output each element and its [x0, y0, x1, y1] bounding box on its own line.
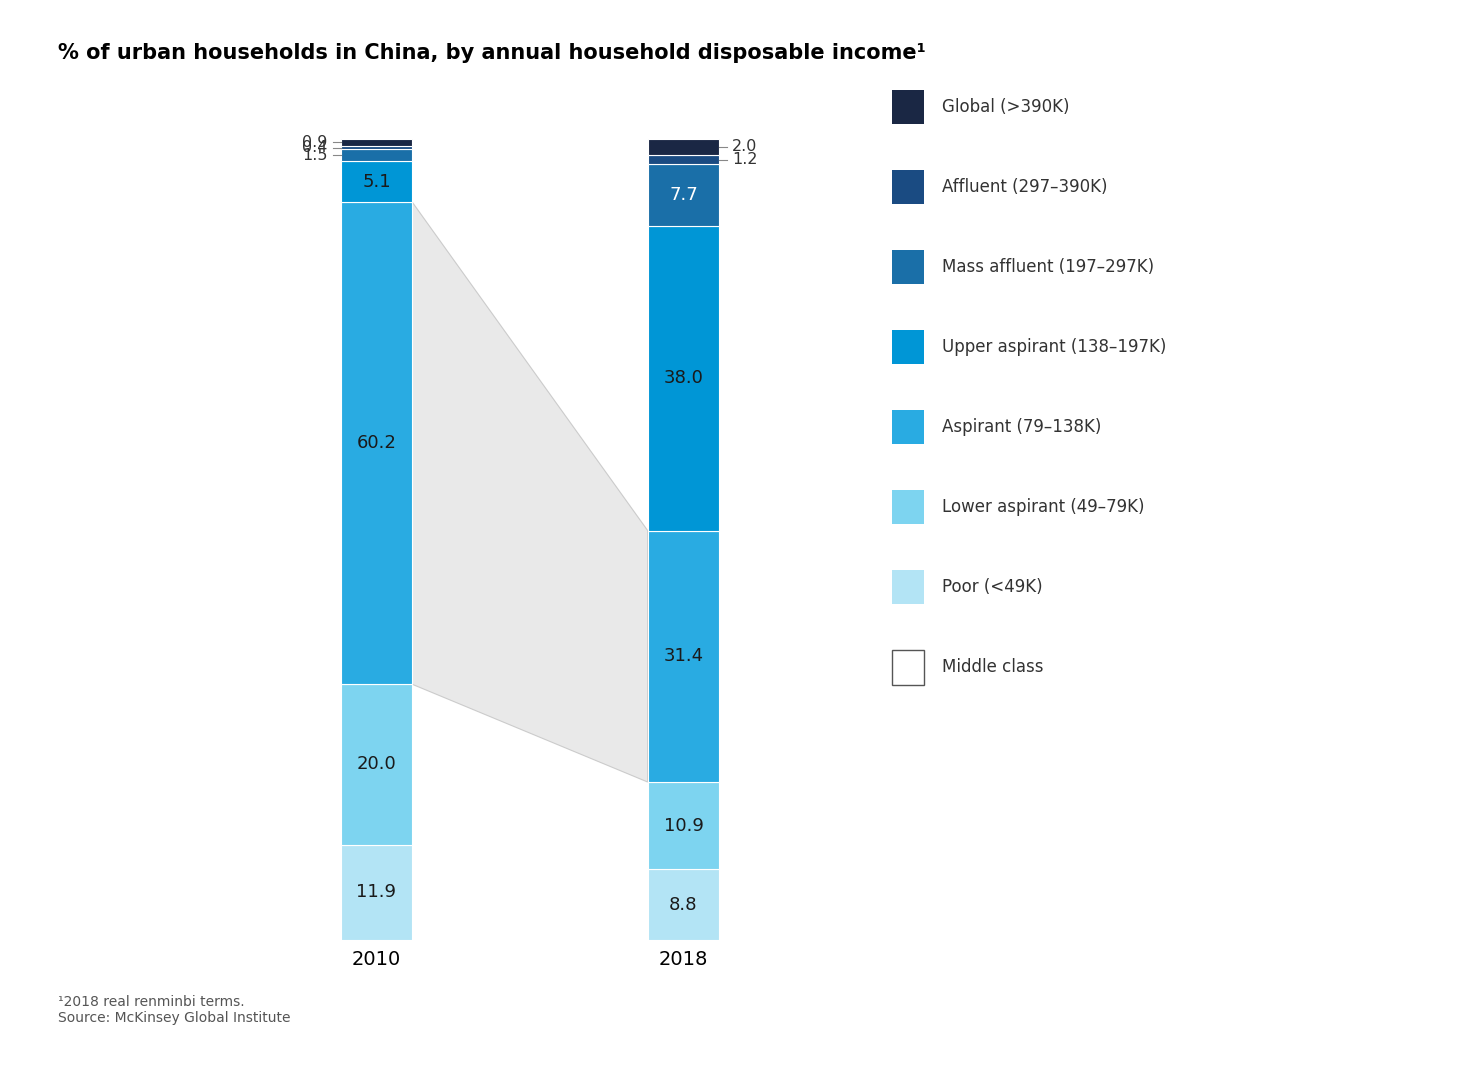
Bar	[341, 202, 412, 685]
Text: 20.0: 20.0	[357, 755, 396, 773]
Text: Middle class: Middle class	[942, 659, 1042, 676]
Bar	[341, 685, 412, 845]
Bar	[648, 531, 719, 782]
Text: 5.1: 5.1	[363, 173, 390, 191]
Bar	[648, 782, 719, 869]
Text: Poor (<49K): Poor (<49K)	[942, 579, 1042, 596]
Bar	[341, 150, 412, 161]
Text: Aspirant (79–138K): Aspirant (79–138K)	[942, 419, 1101, 436]
Text: Upper aspirant (138–197K): Upper aspirant (138–197K)	[942, 339, 1165, 356]
Text: 38.0: 38.0	[664, 370, 703, 388]
Bar	[648, 164, 719, 226]
Text: 10.9: 10.9	[664, 817, 703, 835]
Text: Global (>390K): Global (>390K)	[942, 98, 1069, 115]
Polygon shape	[412, 202, 648, 782]
Bar	[341, 139, 412, 146]
Text: 2.0: 2.0	[732, 139, 757, 155]
Bar	[648, 139, 719, 155]
Text: 60.2: 60.2	[357, 435, 396, 452]
Text: ¹2018 real renminbi terms.
Source: McKinsey Global Institute: ¹2018 real renminbi terms. Source: McKin…	[58, 995, 291, 1025]
Text: 31.4: 31.4	[664, 647, 703, 665]
Text: 1.5: 1.5	[303, 147, 327, 162]
Bar	[341, 845, 412, 940]
Text: Mass affluent (197–297K): Mass affluent (197–297K)	[942, 258, 1154, 276]
Bar	[341, 161, 412, 202]
Text: 8.8: 8.8	[670, 896, 697, 913]
Text: 1.2: 1.2	[732, 152, 757, 168]
Text: % of urban households in China, by annual household disposable income¹: % of urban households in China, by annua…	[58, 43, 927, 63]
Text: Lower aspirant (49–79K): Lower aspirant (49–79K)	[942, 499, 1145, 516]
Bar	[648, 226, 719, 531]
Bar	[648, 155, 719, 164]
Bar	[648, 869, 719, 940]
Text: 0.9: 0.9	[303, 135, 327, 150]
Text: 7.7: 7.7	[670, 186, 697, 204]
Text: Affluent (297–390K): Affluent (297–390K)	[942, 178, 1107, 195]
Bar	[341, 146, 412, 150]
Text: 0.4: 0.4	[303, 140, 327, 155]
Text: 11.9: 11.9	[357, 883, 396, 901]
